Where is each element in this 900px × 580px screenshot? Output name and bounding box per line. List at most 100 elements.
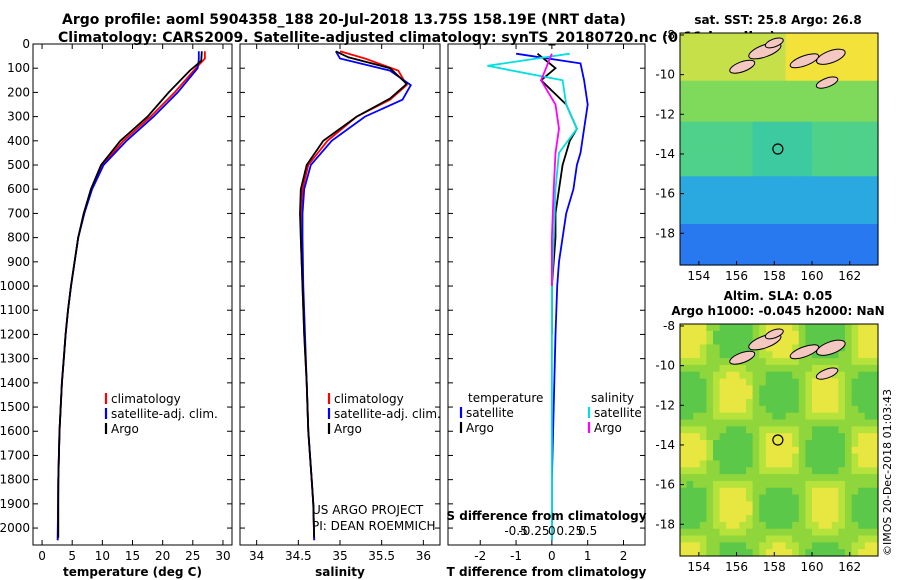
sst-map-cell [858,251,866,259]
sla-map-cell [825,412,833,421]
sla-map-cell [838,371,846,380]
sst-map-cell [851,67,859,75]
sla-map-cell [798,330,806,339]
sst-map-cell [779,60,787,68]
sst-map-cell [726,169,734,177]
sst-map-cell [706,121,714,130]
sst-map-cell [845,217,853,225]
sla-map-cell [864,508,872,516]
sst-map-cell [851,94,859,102]
sst-map-cell [871,258,879,266]
sla-map-cell [831,494,839,503]
sla-map-cell [845,385,853,393]
sla-map-cell [732,487,740,496]
sla-map-cell [699,371,707,380]
sla-map-cell [831,549,839,557]
sst-map-cell [772,169,780,177]
depth-tick-label: 1800 [0,473,30,487]
sst-map-cell [765,183,773,191]
sla-map-cell [732,440,740,448]
sla-map-cell [838,426,846,434]
sla-map-cell [713,433,721,441]
sla-map-cell [825,494,833,503]
sla-map-cell [798,412,806,421]
sst-map-cell [739,121,747,130]
sst-map-cell [693,176,701,184]
sst-map-cell [746,142,754,150]
sla-map-cell [772,351,780,359]
sst-map-cell [726,33,734,41]
sst-map-cell [831,210,839,218]
sst-map-cell [686,94,694,102]
sla-map-cell [785,440,793,448]
imos-timestamp: ©IMOS 20-Dec-2018 01:03:43 [881,389,894,556]
sst-map-cell [686,258,694,266]
sla-map-cell [772,528,780,537]
sst-map-cell [871,101,879,109]
sst-map-cell [838,244,846,252]
sst-map-cell [686,189,694,198]
sla-map-cell [779,487,787,496]
sst-map-cell [792,94,800,102]
sst-map-cell [713,114,721,123]
difference-s-label: S difference from climatology [446,509,646,523]
sla-map-cell [719,501,727,509]
sla-map-cell [818,412,826,421]
sst-map-cell [772,217,780,225]
sla-map-cell [713,494,721,503]
sla-map-cell [706,440,714,448]
sla-map-cell [779,412,787,421]
sla-map-cell [699,358,707,366]
sla-map-cell [818,549,826,557]
sst-map-cell [693,244,701,252]
sst-map-cell [765,155,773,164]
sla-map-cell [812,474,820,482]
sst-map-cell [719,60,727,68]
sla-map-cell [726,392,734,400]
sla-map-cell [752,378,760,387]
sla-map-cell [858,412,866,421]
sla-map-cell [693,521,701,530]
temperature-xtick-label: 20 [155,549,170,563]
sst-map-cell [686,244,694,252]
sst-map-cell [871,217,879,225]
salinity-xtick-label: 34.5 [285,549,312,563]
sst-map-cell [686,196,694,205]
sla-map-cell [759,330,767,339]
sla-map-cell [851,433,859,441]
sla-map-cell [680,337,688,346]
sst-map-cell [825,244,833,252]
sla-map-cell [812,535,820,543]
sla-map-cell [726,351,734,359]
sst-map-cell [746,244,754,252]
sla-map-cell [693,358,701,366]
sst-map-cell [732,189,740,198]
sst-map-cell [864,244,872,252]
sla-map-cell [825,358,833,366]
sla-map-subtitle: Argo h1000: -0.045 h2000: NaN [671,304,884,318]
sla-map-cell [759,501,767,509]
sst-map-cell [838,121,846,130]
salinity-series-satellite-adj-clim- [301,50,412,541]
sst-map-cell [706,149,714,157]
sst-map-cell [706,53,714,61]
sst-map-cell [680,237,688,246]
sla-map-cell [732,480,740,489]
sst-map-cell [726,149,734,157]
sst-map-cell [825,46,833,55]
sla-map-cell [746,515,754,523]
sst-map-cell [759,176,767,184]
sla-map-cell [805,521,813,530]
sst-map-cell [812,224,820,232]
sla-map-cell [825,487,833,496]
sst-map-cell [699,46,707,55]
sst-map-cell [812,33,820,41]
sst-map-cell [746,94,754,102]
sst-map-cell [871,121,879,130]
sla-map-xtick-label: 156 [725,560,748,574]
sla-map-cell [759,521,767,530]
sla-map-cell [706,371,714,380]
sst-map-cell [746,67,754,75]
sla-map-cell [739,344,747,352]
sst-map-cell [726,108,734,116]
